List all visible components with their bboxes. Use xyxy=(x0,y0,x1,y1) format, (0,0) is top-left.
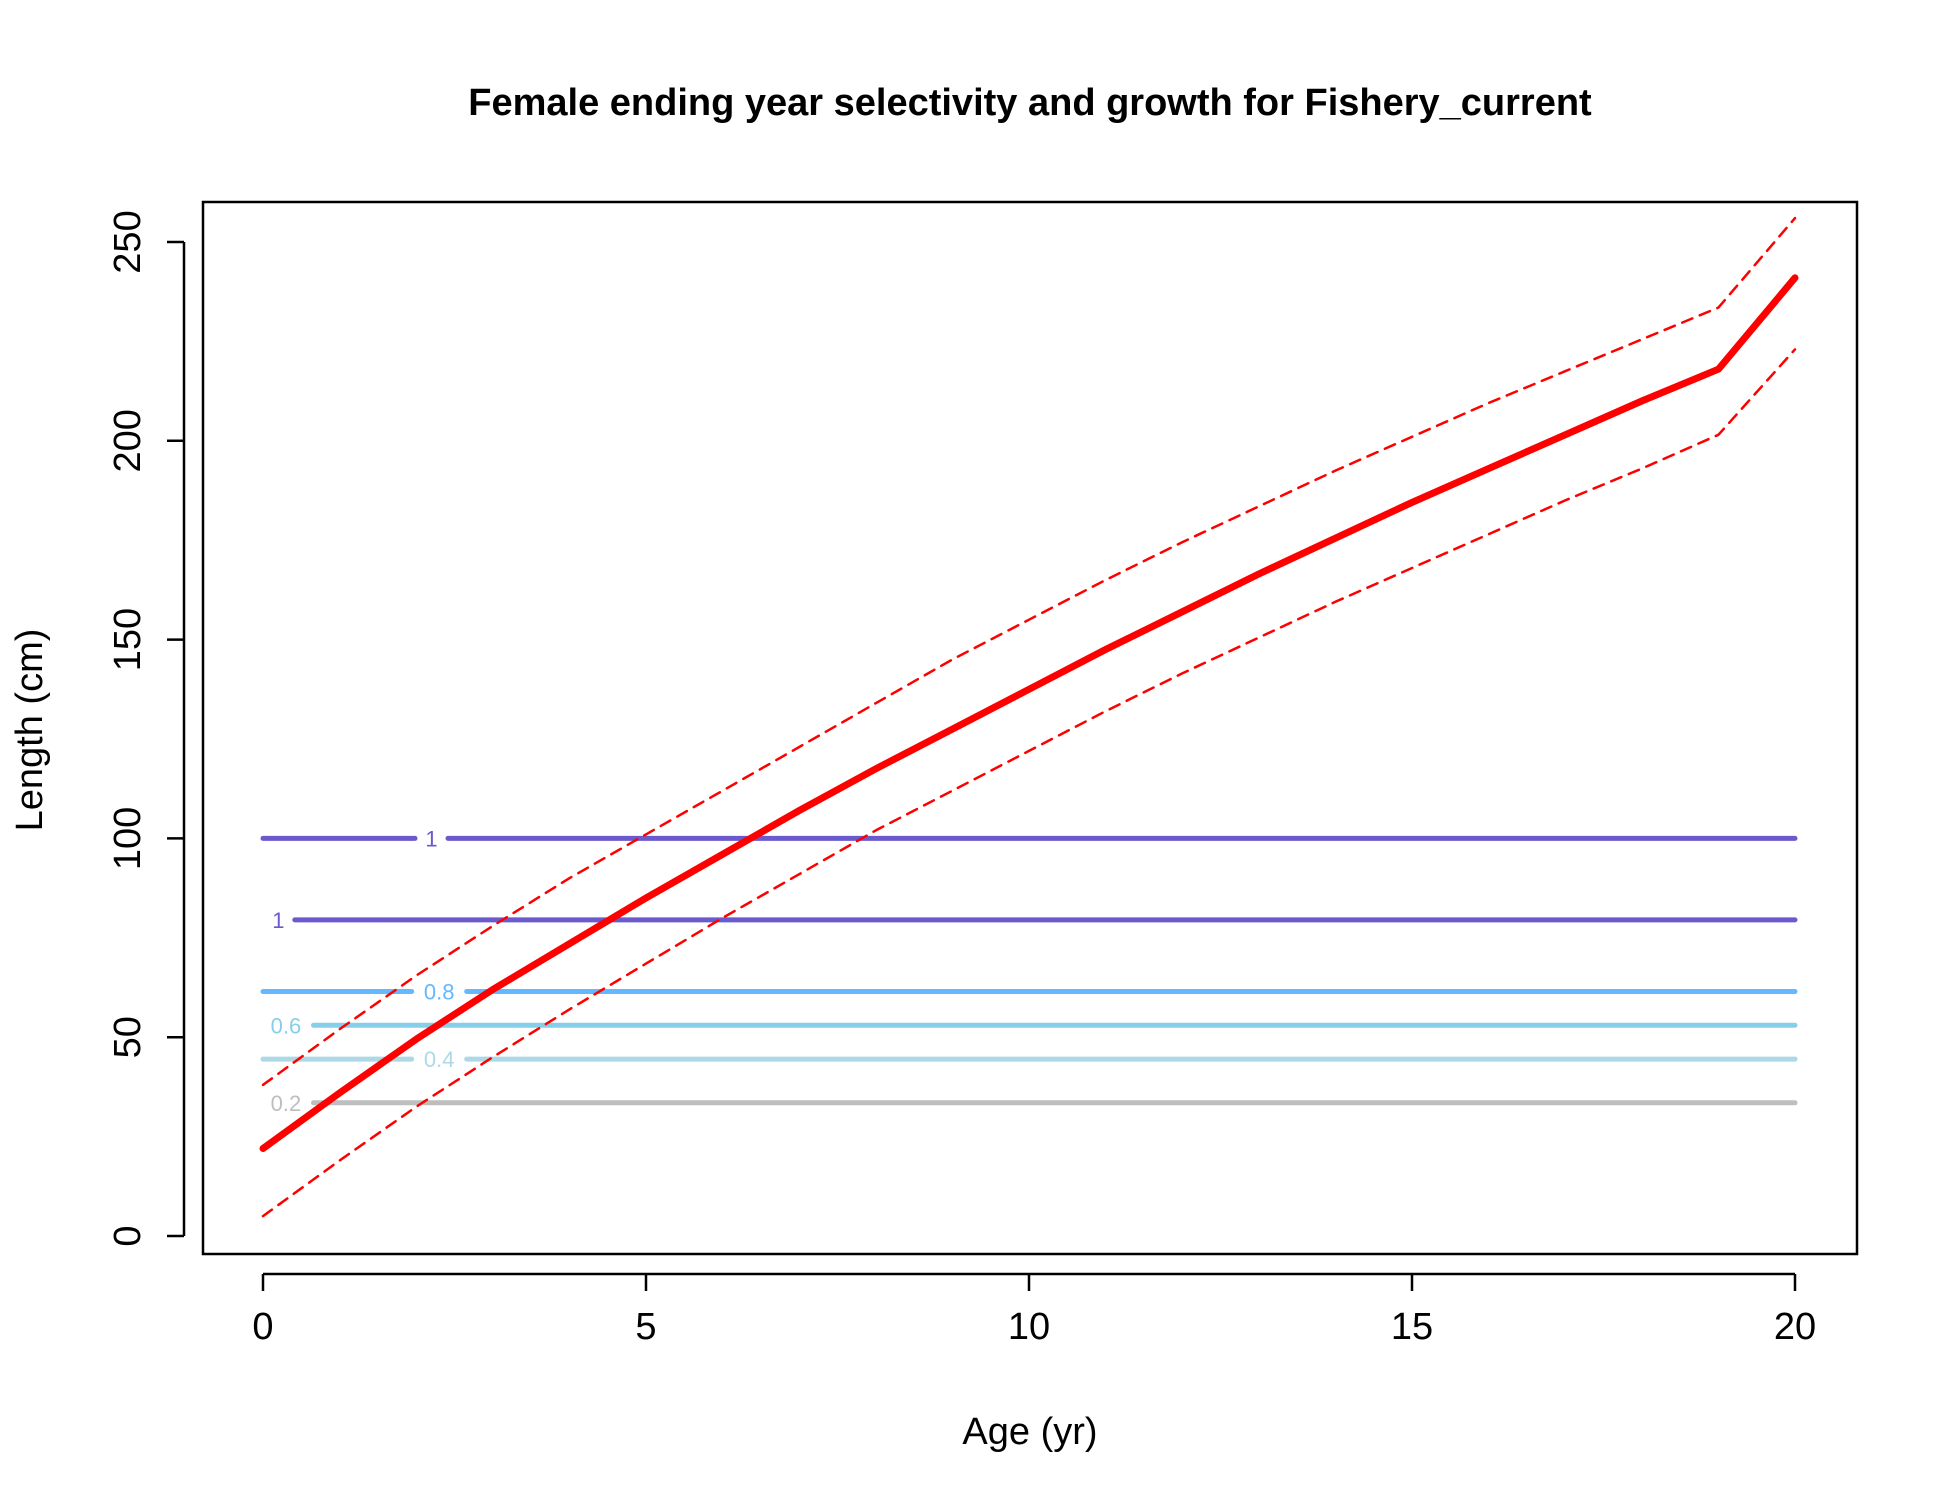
y-axis: 0 50 100 150 200 250 xyxy=(107,210,186,1247)
x-tick-label-4: 20 xyxy=(1774,1306,1816,1348)
contour-label-4: 0.4 xyxy=(424,1047,455,1072)
y-tick-label-1: 50 xyxy=(107,1016,149,1058)
x-tick-label-2: 10 xyxy=(1008,1306,1050,1348)
contour-layer: 1 1 0.8 0.6 0.4 0.2 xyxy=(260,826,1798,1116)
contour-label-3: 0.6 xyxy=(271,1013,302,1038)
contour-label-5: 0.2 xyxy=(271,1091,302,1116)
y-axis-label: Length (cm) xyxy=(9,629,51,832)
x-tick-label-1: 5 xyxy=(635,1306,656,1348)
x-axis-label: Age (yr) xyxy=(962,1411,1097,1453)
contour-label-2: 0.8 xyxy=(424,979,455,1004)
y-tick-label-3: 150 xyxy=(107,608,149,671)
plot-frame xyxy=(201,200,1859,1256)
contour-label-0: 1 xyxy=(425,826,437,851)
x-axis: 0 5 10 15 20 xyxy=(252,1272,1816,1348)
y-tick-label-5: 250 xyxy=(107,210,149,273)
y-tick-label-0: 0 xyxy=(107,1225,149,1246)
x-tick-label-3: 15 xyxy=(1391,1306,1433,1348)
y-tick-label-2: 100 xyxy=(107,807,149,870)
series-layer xyxy=(259,216,1799,1218)
chart-title: Female ending year selectivity and growt… xyxy=(468,82,1592,124)
x-tick-label-0: 0 xyxy=(252,1306,273,1348)
contour-label-1: 1 xyxy=(272,908,284,933)
growth-mean-line xyxy=(259,274,1799,1152)
y-tick-label-4: 200 xyxy=(107,409,149,472)
growth-upper-line xyxy=(261,216,1797,1087)
growth-lower-line xyxy=(261,348,1797,1218)
